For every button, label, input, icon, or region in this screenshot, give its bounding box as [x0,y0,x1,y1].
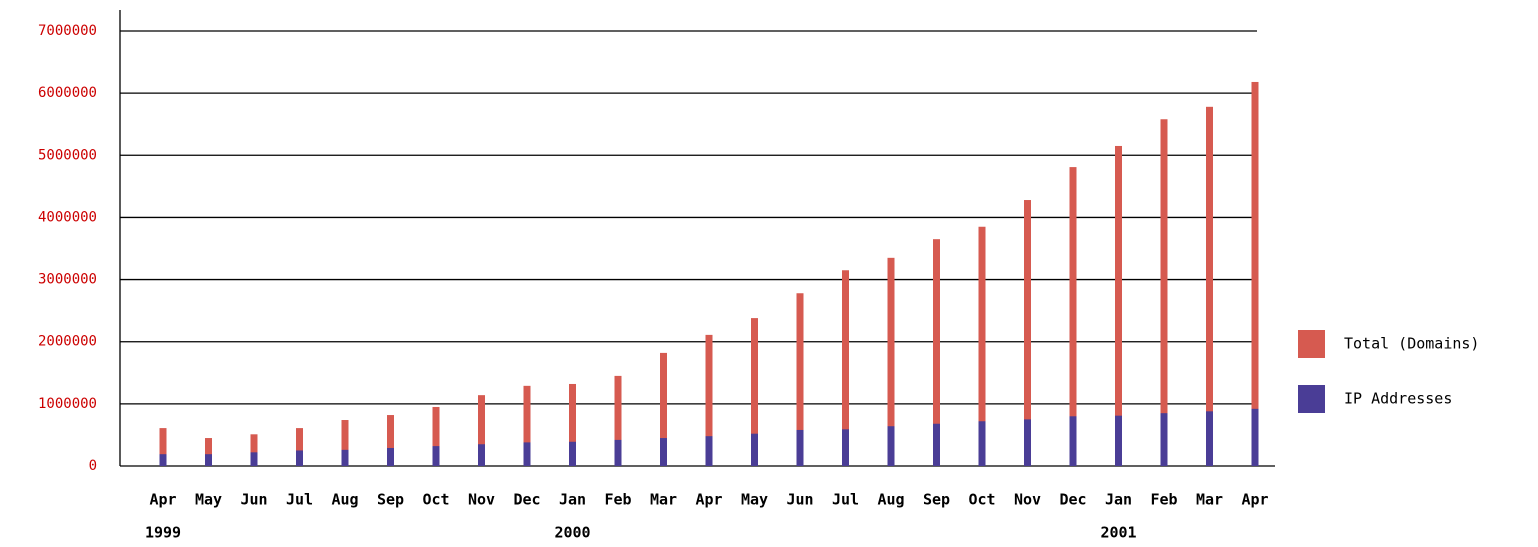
y-tick-label: 1000000 [38,396,97,412]
x-tick-label: May [741,491,768,509]
x-tick-label: Oct [968,491,995,509]
bar [1160,119,1168,466]
x-tick-label: Dec [513,491,540,509]
bar [796,429,804,466]
bar [523,385,531,466]
bar [159,428,167,466]
bar [341,449,349,466]
bar [614,375,622,466]
x-year-label: 2000 [554,524,590,542]
bar [205,454,212,466]
bar [887,426,895,466]
bar [705,334,713,466]
x-tick-label: Sep [923,491,950,509]
x-tick-label: Jul [286,491,313,509]
bar [614,439,622,466]
x-year-label: 2001 [1100,524,1136,542]
bar [1069,167,1077,467]
bar [296,428,303,466]
bar [751,318,758,466]
bar [1115,145,1122,466]
bar [796,293,804,466]
bar [387,447,394,466]
x-tick-label: Aug [877,491,904,509]
x-tick-label: Mar [650,491,677,509]
x-tick-label: Nov [1014,491,1041,509]
bar [478,395,485,466]
bar [250,434,258,466]
x-tick-label: Feb [604,491,631,509]
x-tick-label: Mar [1196,491,1223,509]
legend-swatch [1298,385,1325,413]
bar [751,433,758,466]
bar [1069,416,1077,466]
bar [159,454,167,466]
bar [1115,415,1122,466]
x-tick-label: Apr [1241,491,1268,509]
y-tick-label: 0 [89,458,97,474]
bar [1160,413,1168,466]
x-tick-label: Dec [1059,491,1086,509]
bar [978,226,986,466]
x-tick-label: Jan [559,491,586,509]
x-tick-label: Jun [240,491,267,509]
x-tick-label: Jan [1105,491,1132,509]
legend-swatch [1298,330,1325,358]
x-tick-label: May [195,491,222,509]
bar [933,423,940,466]
bar [933,239,940,466]
bar [1251,81,1259,466]
bar [1024,200,1031,466]
bar [432,406,440,466]
bar [1024,419,1031,466]
x-tick-label: Sep [377,491,404,509]
legend-label: IP Addresses [1344,390,1452,408]
y-tick-label: 6000000 [38,85,97,101]
y-tick-label: 5000000 [38,147,97,163]
bar [205,438,212,466]
y-tick-label: 2000000 [38,334,97,350]
bar [569,441,576,466]
x-tick-label: Aug [331,491,358,509]
bar [296,450,303,466]
bar [478,444,485,466]
bar [842,429,849,466]
bar [705,436,713,466]
bar [660,352,667,466]
y-tick-label: 4000000 [38,209,97,225]
bar [887,257,895,466]
x-tick-label: Apr [149,491,176,509]
x-tick-label: Oct [422,491,449,509]
x-tick-label: Jun [786,491,813,509]
bar [250,452,258,466]
bar [387,415,394,466]
legend-label: Total (Domains) [1344,335,1479,353]
bar [432,446,440,466]
bar [1251,408,1259,466]
y-tick-label: 3000000 [38,272,97,288]
bar [341,420,349,466]
x-tick-label: Apr [695,491,722,509]
bar [1206,106,1213,467]
x-year-label: 1999 [145,524,181,542]
bar [842,270,849,466]
x-tick-label: Feb [1150,491,1177,509]
bar [660,438,667,466]
bar [1206,411,1213,466]
bar [569,383,576,466]
x-tick-label: Nov [468,491,495,509]
y-tick-label: 7000000 [38,23,97,39]
bar [523,442,531,466]
x-tick-label: Jul [832,491,859,509]
bar [978,421,986,466]
